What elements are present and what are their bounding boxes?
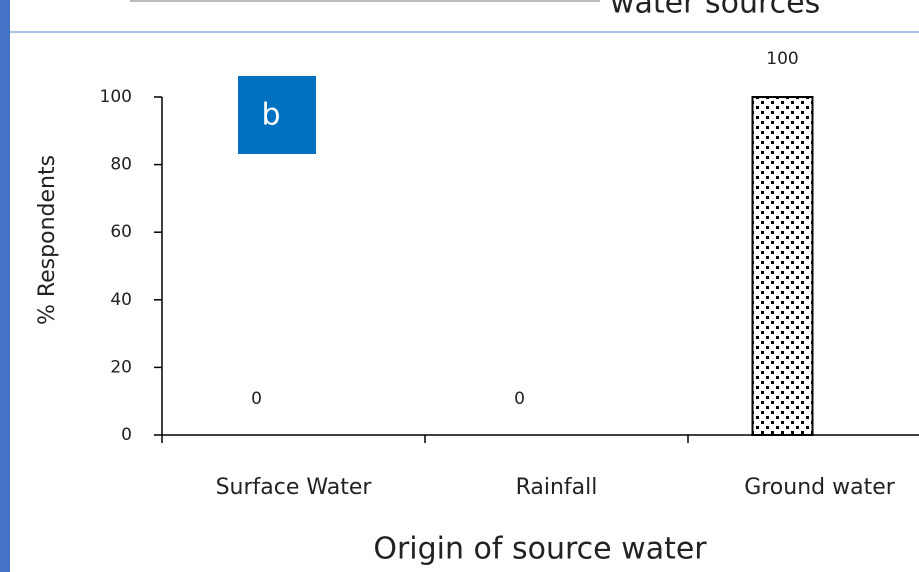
data-label: 0 bbox=[251, 389, 262, 409]
y-tick-label: 40 bbox=[110, 290, 132, 310]
y-tick-label: 100 bbox=[100, 87, 132, 107]
y-tick-label: 0 bbox=[121, 425, 132, 445]
x-axis-title: Origin of source water bbox=[373, 532, 707, 567]
x-tick-label: Ground water bbox=[744, 475, 896, 500]
bar bbox=[751, 96, 814, 436]
side-strip bbox=[0, 0, 10, 572]
data-label: 100 bbox=[766, 49, 798, 69]
panel-label: b bbox=[261, 98, 280, 133]
x-tick-label: Rainfall bbox=[516, 475, 598, 500]
y-axis-title: % Respondents bbox=[35, 155, 60, 325]
heading: water sources bbox=[610, 0, 820, 21]
data-label: 0 bbox=[514, 389, 525, 409]
y-tick-label: 80 bbox=[110, 155, 132, 175]
panel-badge bbox=[238, 76, 316, 154]
x-tick-label: Surface Water bbox=[216, 475, 373, 500]
y-tick-label: 60 bbox=[110, 222, 132, 242]
y-tick-label: 20 bbox=[110, 357, 132, 377]
